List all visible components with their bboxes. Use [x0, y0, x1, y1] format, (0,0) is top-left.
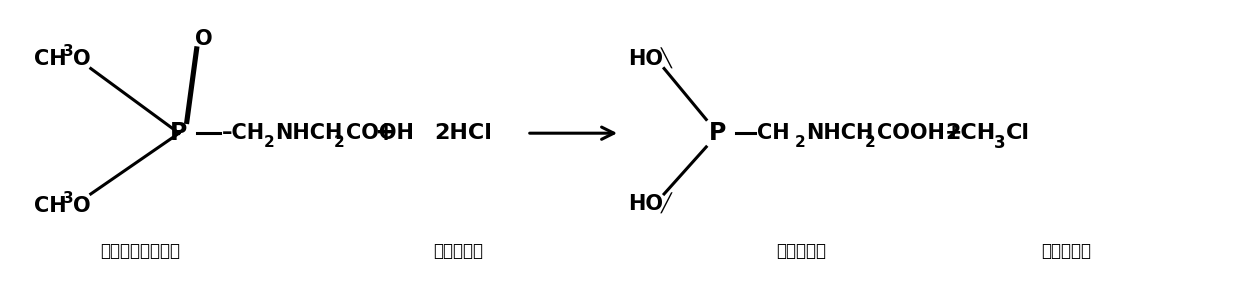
Text: （有机磷中间体）: （有机磷中间体） [99, 242, 180, 260]
Text: CH: CH [758, 123, 790, 143]
Text: COOH: COOH [346, 123, 413, 143]
Text: P: P [170, 121, 187, 145]
Text: 3: 3 [63, 44, 74, 59]
Text: ╲: ╲ [661, 48, 672, 69]
Text: ╱: ╱ [661, 193, 672, 214]
Text: （草甘膦）: （草甘膦） [776, 242, 826, 260]
Text: 2CH: 2CH [945, 123, 996, 143]
Text: 2: 2 [334, 135, 345, 150]
Text: 2: 2 [866, 135, 875, 150]
Text: +: + [373, 120, 396, 146]
Text: 2: 2 [795, 135, 805, 150]
Text: 2: 2 [263, 135, 274, 150]
Text: O: O [73, 196, 91, 216]
Text: HO: HO [627, 49, 663, 69]
Text: CH: CH [33, 196, 67, 216]
Text: P: P [709, 121, 727, 145]
Text: NHCH: NHCH [806, 123, 873, 143]
Text: 2HCl: 2HCl [434, 123, 492, 143]
Text: CH: CH [33, 49, 67, 69]
Text: 3: 3 [63, 191, 74, 206]
Text: （氯甲烷）: （氯甲烷） [1040, 242, 1091, 260]
Text: O: O [73, 49, 91, 69]
Text: 3: 3 [994, 134, 1006, 152]
Text: HO: HO [627, 194, 663, 214]
Text: O: O [195, 29, 212, 49]
Text: COOH+: COOH+ [877, 123, 962, 143]
Text: –CH: –CH [222, 123, 265, 143]
Text: NHCH: NHCH [275, 123, 342, 143]
Text: Cl: Cl [1006, 123, 1030, 143]
Text: （氯化氢）: （氯化氢） [433, 242, 484, 260]
